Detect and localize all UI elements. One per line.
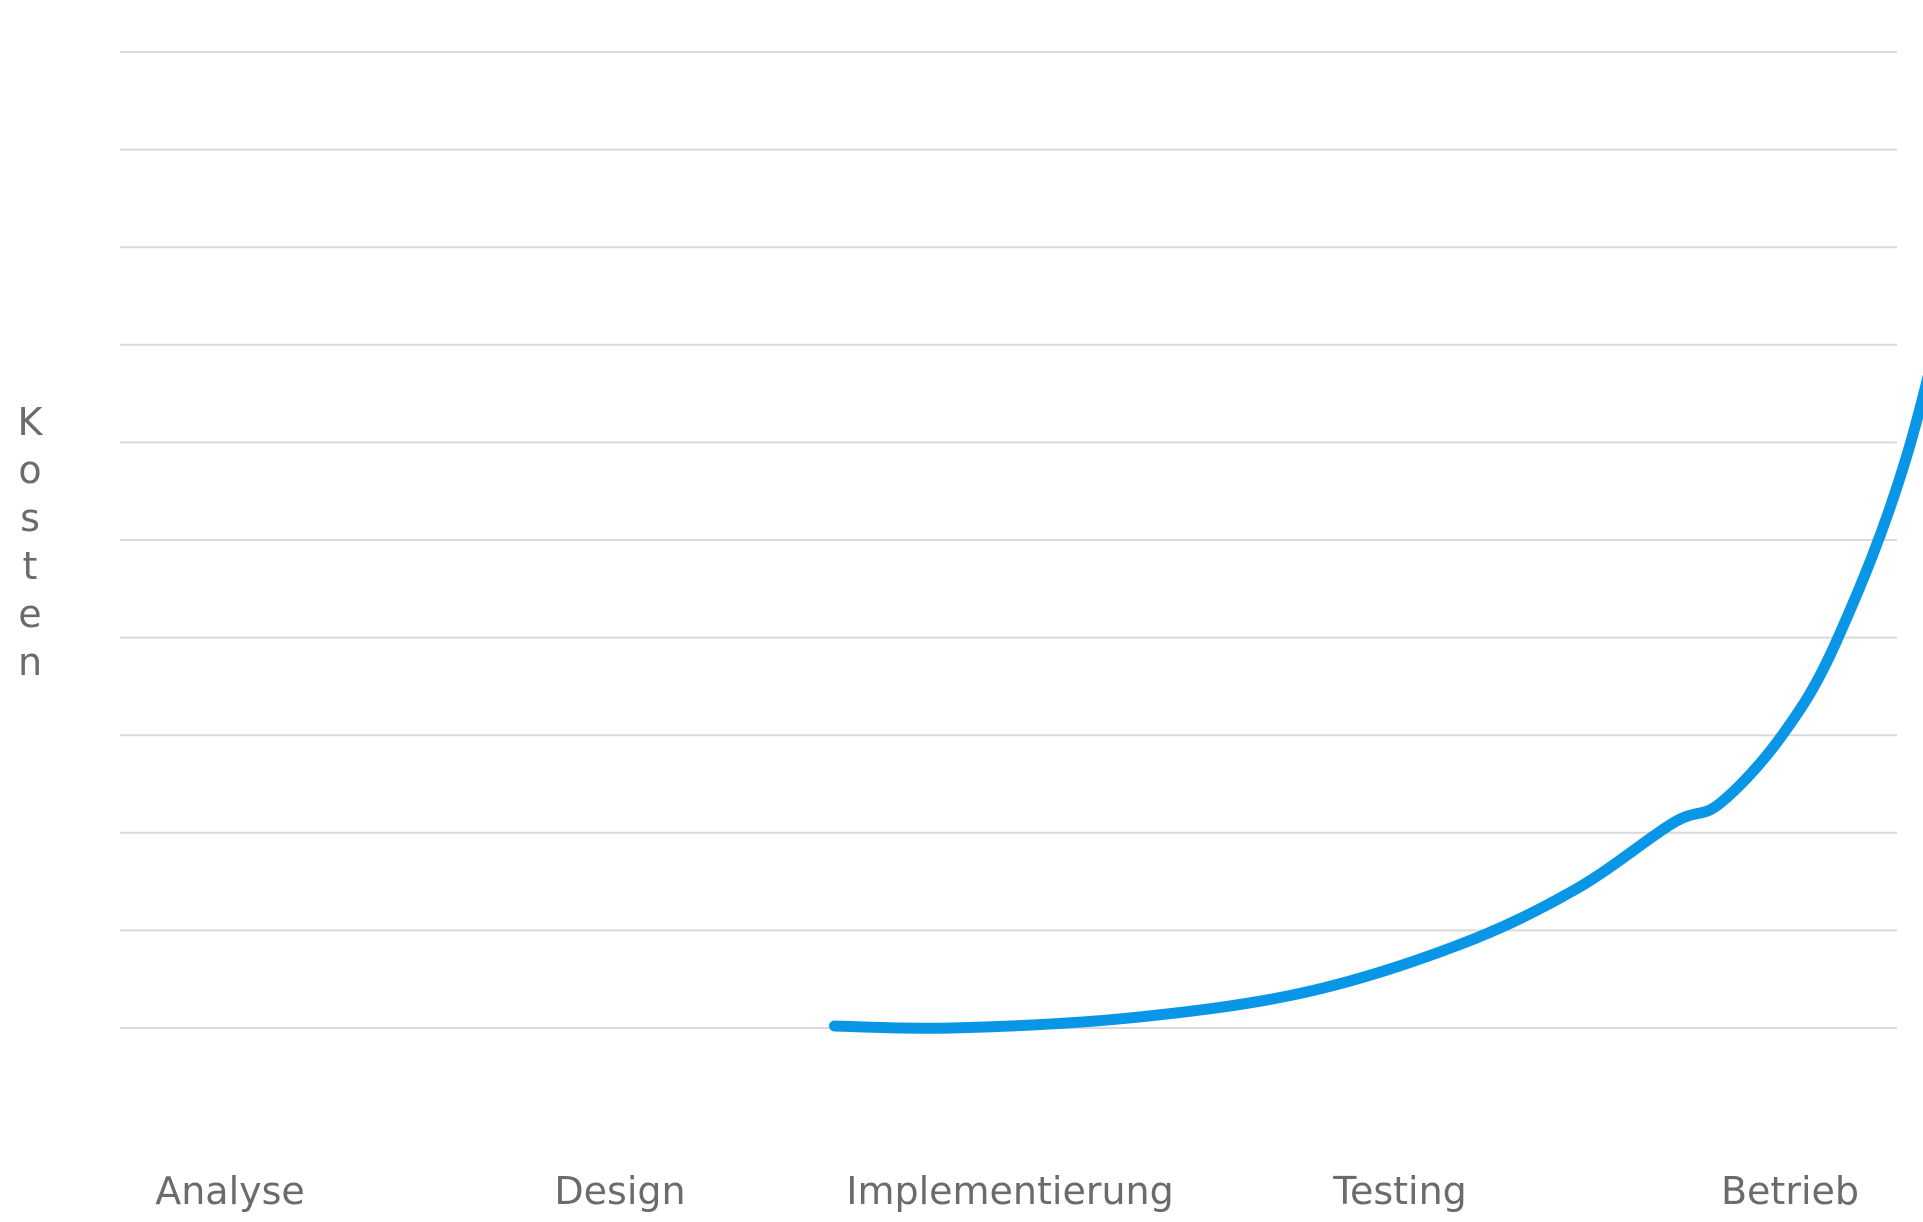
series-layer bbox=[829, 374, 1923, 1034]
y-axis-label-letter: t bbox=[23, 544, 38, 588]
x-tick-label: Design bbox=[554, 1169, 685, 1213]
x-axis-tick-labels: Analyse Design Implementierung Testing Betri… bbox=[155, 1169, 1859, 1213]
y-axis-label-letter: K bbox=[18, 400, 44, 444]
y-axis-label-letter: e bbox=[18, 592, 41, 636]
y-axis-label-letter: n bbox=[18, 640, 42, 684]
x-tick-label: Analyse bbox=[155, 1169, 305, 1213]
x-tick-label: Implementierung bbox=[846, 1169, 1174, 1213]
x-tick-label: Betrieb bbox=[1721, 1169, 1859, 1213]
gridlines bbox=[120, 51, 1897, 1029]
cost-curve-line bbox=[829, 374, 1923, 1034]
y-axis-label-letter: o bbox=[18, 448, 41, 492]
y-axis-label-letter: s bbox=[20, 496, 40, 540]
x-tick-label: Testing bbox=[1332, 1169, 1467, 1213]
